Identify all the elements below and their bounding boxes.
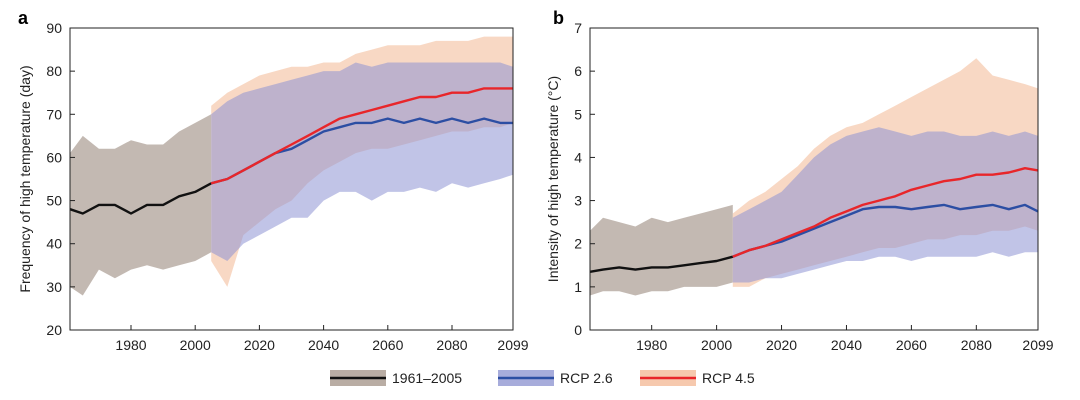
panel-a-y-tick-label: 80 [46,63,62,79]
panel-a-y-tick-label: 20 [46,322,62,338]
panel-b-line-rcp-4-5 [732,166,1039,258]
panel-b-line-1961-2005 [589,255,734,273]
panel-b-band-rcp-2-6 [732,127,1038,283]
panel-b-x-tick-label: 2060 [896,337,927,353]
panel-a-band-1961-2005 [70,114,212,296]
panel-a-y-tick-label: 70 [46,106,62,122]
panel-b-y-tick-label: 6 [574,63,582,79]
panel-a-x-tick-label: 2040 [308,337,339,353]
panel-b-y-tick-label: 5 [574,106,582,122]
panel-a-letter: a [18,8,29,28]
panel-a-band-rcp-2-6 [211,62,513,261]
panel-b-y-axis-title: Intensity of high temperature (°C) [545,76,561,282]
panel-b-y-tick-label: 2 [574,236,582,252]
panel-b-y-tick-label: 1 [574,279,582,295]
legend-label-rcp45: RCP 4.5 [702,370,755,386]
panel-b: b 0 1 2 3 4 5 6 7 1980 2000 2020 2040 2060 2080 2099 I… [545,8,1054,353]
panel-b-x-tick-label: 2040 [831,337,862,353]
panel-a-x-tick-label: 2099 [497,337,528,353]
panel-a-line-1961-2005 [69,182,212,215]
panel-b-y-tick-label: 7 [574,20,582,36]
panel-a-x-tick-label: 2080 [436,337,467,353]
panel-b-x-tick-label: 2099 [1022,337,1053,353]
panel-b-x-tick-label: 2080 [961,337,992,353]
panel-a-y-tick-label: 50 [46,193,62,209]
panel-b-letter: b [553,8,564,28]
panel-b-band-1961-2005 [590,204,733,296]
panel-a-x-tick-label: 2000 [180,337,211,353]
legend-label-historical: 1961–2005 [392,370,462,386]
panel-a-y-axis-title: Frequency of high temperature (day) [17,65,33,292]
panel-a-y-tick-label: 40 [46,236,62,252]
panel-b-line-rcp-2-6 [732,203,1039,258]
panel-b-y-tick-label: 4 [574,149,582,165]
panel-a-x-tick-label: 2060 [372,337,403,353]
panel-b-x-tick-label: 2000 [701,337,732,353]
panel-b-x-tick-label: 2020 [766,337,797,353]
panel-b-y-tick-label: 0 [574,322,582,338]
legend: 1961–2005 RCP 2.6 RCP 4.5 [330,370,755,386]
panel-b-x-tick-label: 1980 [636,337,667,353]
panel-a-y-tick-label: 60 [46,149,62,165]
panel-a: a 20 30 40 50 60 70 80 90 1980 2000 2020 2040 2060 20… [17,8,529,353]
panel-a-line-rcp-4-5 [210,87,513,185]
panel-b-y-tick-label: 3 [574,193,582,209]
panel-b-plot-frame [589,27,1039,331]
panel-a-y-tick-label: 90 [46,20,62,36]
panel-a-x-tick-label: 1980 [115,337,146,353]
legend-label-rcp26: RCP 2.6 [560,370,613,386]
panel-a-x-tick-label: 2020 [244,337,275,353]
panel-a-plot-frame [69,27,514,331]
panel-a-y-tick-label: 30 [46,279,62,295]
